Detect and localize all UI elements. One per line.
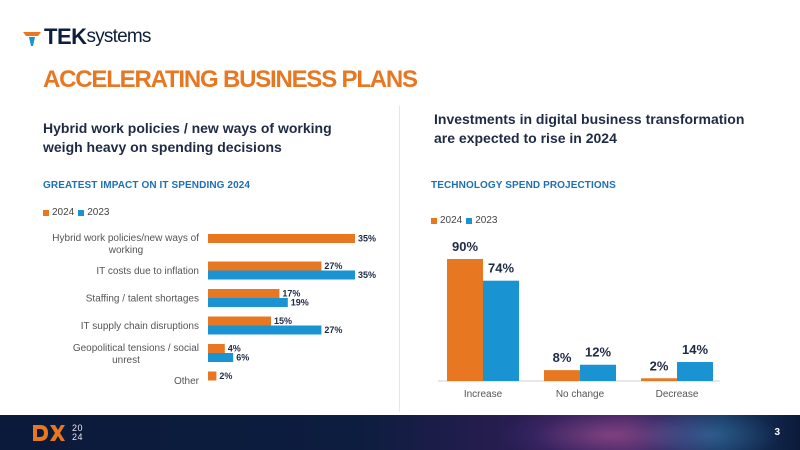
category-label-increase: Increase [464,389,503,400]
bar-2023-decrease [677,362,713,381]
bar-2024-no-change [544,370,580,381]
footer-band: 20 24 3 [0,415,800,450]
data-label-2024-staffing-talent-shortages: 17% [282,289,300,299]
data-label-2023-no-change: 12% [585,345,611,360]
legend-item-2024: 2024 [431,215,462,226]
right-chart-legend: 2024 2023 [431,215,502,226]
data-label-2024-hybrid-work-policies-new-ways-of-working: 35% [358,234,376,244]
data-label-2024-other: 2% [219,371,232,381]
bar-2023-no-change [580,364,616,381]
bar-2024-other [208,371,217,381]
data-label-2024-decrease: 2% [650,358,669,373]
bar-2024-hybrid-work-policies-new-ways-of-working [208,234,355,243]
legend-swatch-2023 [78,209,85,216]
logo-tek-text: TEK [44,24,87,49]
bar-2024-it-costs-due-to-inflation [208,261,322,271]
left-subhead: Hybrid work policies / new ways of worki… [43,120,332,155]
data-label-2023-decrease: 14% [682,342,708,357]
bar-2023-it-costs-due-to-inflation [208,270,355,280]
bar-2023-increase [483,280,519,381]
bar-2024-geopolitical-tensions-social-unrest [208,344,225,353]
tek-systems-logo: TEK systems [22,24,151,50]
bar-2024-decrease [641,378,677,381]
logo-systems-text: systems [86,26,152,47]
legend-label-2023: 2023 [475,215,498,226]
data-label-2024-increase: 90% [452,239,478,254]
legend-swatch-2024 [43,209,49,216]
legend-item-2024: 2024 [43,207,74,218]
bar-2023-geopolitical-tensions-social-unrest [208,353,234,362]
data-label-2023-increase: 74% [488,261,514,276]
category-label-geopolitical-tensions-social-unrest: Geopolitical tensions / social unrest [73,343,199,366]
legend-swatch-2023 [466,217,473,224]
footer-year-top: 20 [72,423,84,433]
bar-2024-staffing-talent-shortages [208,289,280,298]
category-label-it-costs-due-to-inflation: IT costs due to inflation [96,266,199,277]
tek-logo-mark-icon [23,32,41,46]
legend-label-2024: 2024 [440,215,463,226]
spend-projections-chart: 90% 74% Increase 8% 12% No change 2% 14% Decreas… [438,239,720,400]
legend-item-2023: 2023 [78,207,110,218]
left-chart-legend: 2024 2023 [43,207,114,218]
category-label-decrease: Decrease [656,389,699,400]
legend-label-2024: 2024 [52,207,75,218]
category-label-hybrid-work-policies-new-ways-of-working: Hybrid work policies/new ways of working [52,233,199,256]
category-label-other: Other [174,376,200,387]
right-subhead: Investments in digital business transfor… [434,111,745,146]
data-label-2023-it-costs-due-to-inflation: 35% [358,270,376,280]
bar-2024-increase [447,259,483,381]
data-label-2024-geopolitical-tensions-social-unrest: 4% [228,344,241,354]
category-label-staffing-talent-shortages: Staffing / talent shortages [86,294,199,305]
right-chart-label: TECHNOLOGY SPEND PROJECTIONS [431,180,616,191]
category-label-it-supply-chain-disruptions: IT supply chain disruptions [81,321,199,332]
data-label-2024-no-change: 8% [553,350,572,365]
dx-logo-icon [33,425,65,441]
data-label-2023-geopolitical-tensions-social-unrest: 6% [236,353,249,363]
data-label-2024-it-costs-due-to-inflation: 27% [324,261,342,271]
category-label-no-change: No change [556,389,605,400]
bar-2023-it-supply-chain-disruptions [208,325,322,335]
bar-2024-it-supply-chain-disruptions [208,316,271,326]
data-label-2023-it-supply-chain-disruptions: 27% [324,325,342,335]
page-title: ACCELERATING BUSINESS PLANS [43,66,418,93]
page-number: 3 [774,427,780,438]
legend-label-2023: 2023 [87,207,110,218]
it-spending-impact-chart: Hybrid work policies/new ways of working 3… [52,233,376,387]
footer-year-bottom: 24 [72,432,84,442]
column-divider [399,106,400,412]
data-label-2024-it-supply-chain-disruptions: 15% [274,316,292,326]
legend-swatch-2024 [431,217,437,224]
data-label-2023-staffing-talent-shortages: 19% [291,298,309,308]
legend-item-2023: 2023 [466,215,498,226]
left-chart-label: GREATEST IMPACT ON IT SPENDING 2024 [43,180,251,191]
footer-year: 20 24 [72,424,83,442]
bar-2023-staffing-talent-shortages [208,298,288,307]
dx-2024-logo: 20 24 [32,421,83,445]
